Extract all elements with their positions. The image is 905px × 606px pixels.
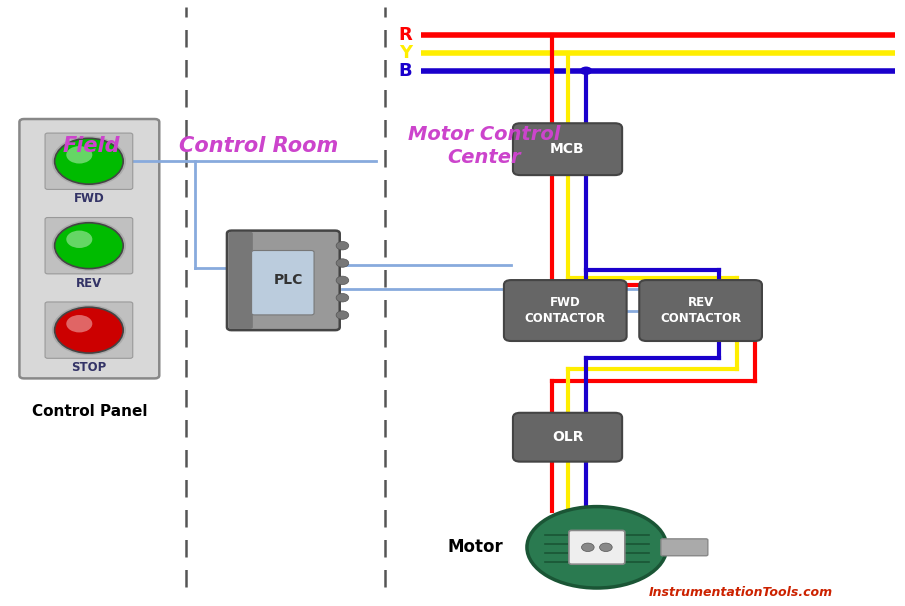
Circle shape <box>336 293 348 302</box>
Circle shape <box>66 230 92 248</box>
FancyBboxPatch shape <box>19 119 159 378</box>
Circle shape <box>52 222 125 270</box>
FancyBboxPatch shape <box>227 231 339 330</box>
Circle shape <box>54 223 123 268</box>
FancyBboxPatch shape <box>45 218 133 274</box>
FancyBboxPatch shape <box>45 302 133 358</box>
Text: Y: Y <box>399 44 412 62</box>
Circle shape <box>54 138 123 184</box>
Circle shape <box>580 67 593 75</box>
Circle shape <box>336 311 348 319</box>
Text: Motor Control
Center: Motor Control Center <box>408 125 560 167</box>
Circle shape <box>66 146 92 164</box>
Text: STOP: STOP <box>71 361 107 374</box>
Text: InstrumentationTools.com: InstrumentationTools.com <box>649 585 834 599</box>
FancyBboxPatch shape <box>513 413 622 462</box>
Circle shape <box>599 543 612 551</box>
FancyBboxPatch shape <box>661 539 708 556</box>
Circle shape <box>52 306 125 355</box>
Text: Field: Field <box>62 136 120 156</box>
Circle shape <box>66 315 92 333</box>
FancyBboxPatch shape <box>252 250 314 315</box>
Text: REV: REV <box>76 277 102 290</box>
Text: Motor: Motor <box>447 538 503 556</box>
FancyBboxPatch shape <box>639 280 762 341</box>
FancyBboxPatch shape <box>504 280 626 341</box>
Circle shape <box>336 241 348 250</box>
Text: Control Panel: Control Panel <box>32 404 148 419</box>
Circle shape <box>582 543 595 551</box>
FancyBboxPatch shape <box>569 530 624 564</box>
Text: MCB: MCB <box>550 142 585 156</box>
Text: FWD
CONTACTOR: FWD CONTACTOR <box>525 296 605 325</box>
Text: OLR: OLR <box>552 430 584 444</box>
Circle shape <box>54 307 123 353</box>
FancyBboxPatch shape <box>513 123 622 175</box>
Text: B: B <box>398 62 412 80</box>
Circle shape <box>336 259 348 267</box>
Circle shape <box>336 276 348 285</box>
Ellipse shape <box>527 507 667 588</box>
Text: PLC: PLC <box>274 273 303 287</box>
Text: Control Room: Control Room <box>179 136 338 156</box>
Text: FWD: FWD <box>73 192 104 205</box>
Text: R: R <box>398 25 412 44</box>
Text: REV
CONTACTOR: REV CONTACTOR <box>660 296 741 325</box>
FancyBboxPatch shape <box>229 232 252 329</box>
Circle shape <box>52 137 125 185</box>
FancyBboxPatch shape <box>45 133 133 190</box>
